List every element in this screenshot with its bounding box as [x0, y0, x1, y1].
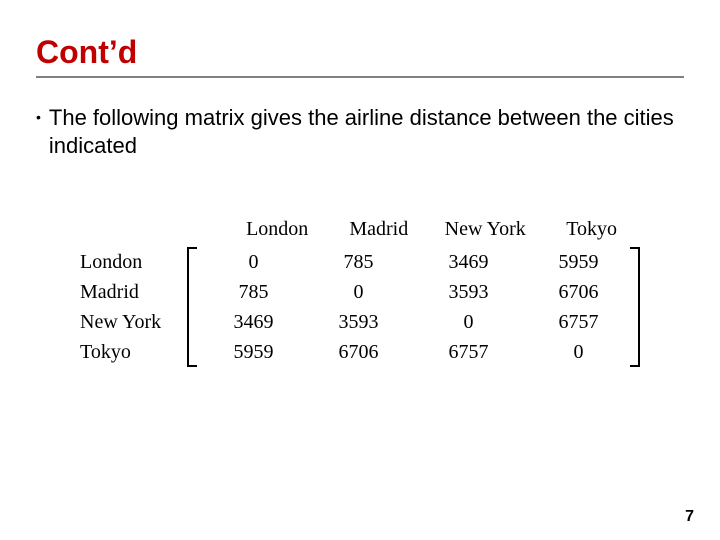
matrix-cell: 3469 [198, 311, 308, 334]
page-number: 7 [685, 508, 694, 526]
col-header: Tokyo [543, 218, 640, 241]
row-header: Tokyo [80, 337, 187, 367]
row-header: Madrid [80, 277, 187, 307]
title-underline [36, 76, 684, 78]
matrix-row: 0 785 3469 5959 [198, 247, 628, 277]
matrix-cell: 6757 [408, 341, 528, 364]
row-header: London [80, 247, 187, 277]
matrix-cell: 6757 [528, 311, 628, 334]
matrix-data-grid: 0 785 3469 5959 785 0 3593 6706 3469 359… [198, 247, 628, 367]
matrix-cell: 3593 [408, 281, 528, 304]
right-bracket-icon [628, 247, 640, 367]
matrix-row: 785 0 3593 6706 [198, 277, 628, 307]
col-header: Madrid [330, 218, 427, 241]
slide: Cont’d • The following matrix gives the … [0, 0, 720, 540]
matrix-cell: 0 [528, 341, 628, 364]
matrix-cell: 0 [198, 251, 308, 274]
matrix-cell: 5959 [198, 341, 308, 364]
bullet-marker: • [36, 104, 41, 130]
matrix-cell: 3469 [408, 251, 528, 274]
slide-title: Cont’d [36, 34, 137, 71]
matrix-row-headers: London Madrid New York Tokyo [80, 247, 187, 367]
matrix-cell: 785 [308, 251, 408, 274]
matrix-cell: 6706 [528, 281, 628, 304]
bullet-text: The following matrix gives the airline d… [49, 104, 684, 160]
matrix-column-headers: London Madrid New York Tokyo [210, 218, 640, 241]
col-header: New York [427, 218, 543, 241]
col-header: London [224, 218, 330, 241]
matrix-cell: 785 [198, 281, 308, 304]
matrix-body: London Madrid New York Tokyo 0 785 3469 … [80, 247, 640, 367]
matrix-row: 3469 3593 0 6757 [198, 307, 628, 337]
matrix-cell: 0 [308, 281, 408, 304]
matrix-cell: 5959 [528, 251, 628, 274]
matrix-cell: 0 [408, 311, 528, 334]
left-bracket-icon [187, 247, 199, 367]
distance-matrix: London Madrid New York Tokyo London Madr… [80, 218, 640, 367]
row-header: New York [80, 307, 187, 337]
matrix-row: 5959 6706 6757 0 [198, 337, 628, 367]
matrix-cell: 6706 [308, 341, 408, 364]
matrix-cell: 3593 [308, 311, 408, 334]
bullet-item: • The following matrix gives the airline… [36, 104, 684, 160]
